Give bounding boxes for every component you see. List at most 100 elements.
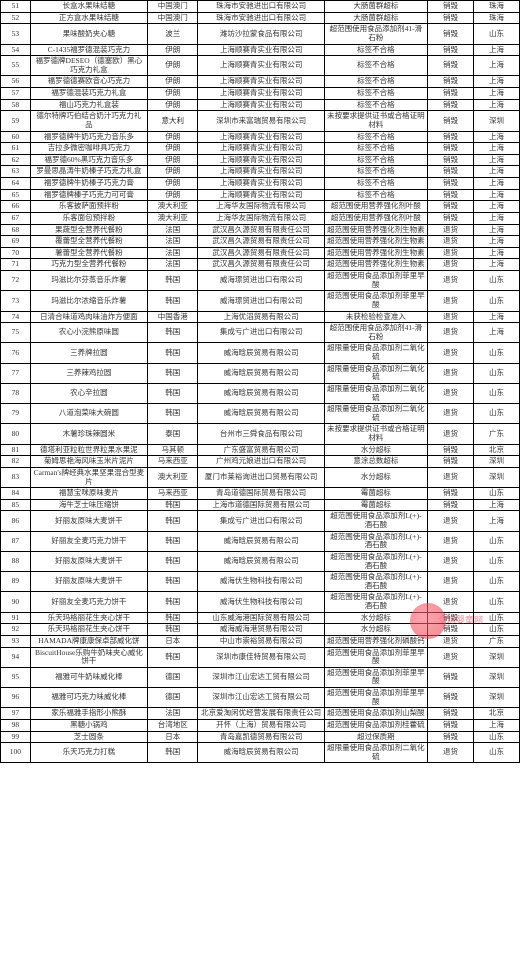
cell-reason: 未按要求提供证书或合格证明材料 bbox=[324, 424, 427, 444]
cell-name: 长盒水果味结糖 bbox=[30, 1, 147, 13]
table-row: 63罗曼思晶涛牛奶榛子巧克力礼盒伊朗上海顺赛青实业有限公司标签不合格销毁上海 bbox=[1, 166, 520, 178]
cell-idx: 74 bbox=[1, 311, 31, 323]
cell-idx: 72 bbox=[1, 271, 31, 291]
cell-reason: 霉菌超标 bbox=[324, 499, 427, 511]
cell-importer: 上海优滔贸易有限公司 bbox=[198, 311, 324, 323]
cell-name: 乐天玛格丽花生夹心饼干 bbox=[30, 624, 147, 636]
table-row: 81德塔利亚粒粒世界粒果水果泥马其顿广东盛富贸易有限公司水分超标销毁北京 bbox=[1, 444, 520, 456]
cell-port: 山东 bbox=[474, 488, 520, 500]
cell-action: 退货 bbox=[428, 247, 474, 259]
cell-port: 北京 bbox=[474, 708, 520, 720]
cell-importer: 珠海市安驰进出口有限公司 bbox=[198, 12, 324, 24]
cell-origin: 伊朗 bbox=[147, 178, 198, 190]
cell-action: 销毁 bbox=[428, 143, 474, 155]
cell-reason: 标签不合格 bbox=[324, 88, 427, 100]
table-row: 64福罗德牌牛奶榛子巧克力膏伊朗上海顺赛青实业有限公司标签不合格销毁上海 bbox=[1, 178, 520, 190]
cell-idx: 67 bbox=[1, 212, 31, 224]
table-row: 54C-1435福罗德混装巧克力伊朗上海顺赛青实业有限公司标签不合格销毁上海 bbox=[1, 44, 520, 56]
cell-idx: 78 bbox=[1, 383, 31, 403]
cell-origin: 韩国 bbox=[147, 383, 198, 403]
cell-reason: 超范围使用营养强化剂生物素 bbox=[324, 247, 427, 259]
table-row: 51长盒水果味结糖中国澳门珠海市安驰进出口有限公司大肠菌群超标销毁珠海 bbox=[1, 1, 520, 13]
cell-port: 上海 bbox=[474, 259, 520, 271]
table-row: 86好丽友原味大麦饼干韩国集成亏广进出口有限公司超范围使用食品添加剂L(+)-酒… bbox=[1, 511, 520, 531]
cell-origin: 韩国 bbox=[147, 647, 198, 667]
cell-origin: 韩国 bbox=[147, 499, 198, 511]
cell-name: 日清合味道鸡肉味油炸方便面 bbox=[30, 311, 147, 323]
cell-name: 果蔬型全营养代餐粉 bbox=[30, 224, 147, 236]
cell-origin: 法国 bbox=[147, 224, 198, 236]
cell-reason: 超限量使用食品添加剂二氧化硫 bbox=[324, 343, 427, 363]
table-row: 83Carman's牌经典水果坚果混合型麦片澳大利亚厦门市莱裕询进出口贸易有限公… bbox=[1, 467, 520, 487]
table-row: 59德尔特牌巧伯结合奶汁巧克力礼品意大利深圳市来富瑞贸易有限公司未按要求提供证书… bbox=[1, 111, 520, 131]
cell-importer: 威海晗辰贸易有限公司 bbox=[198, 551, 324, 571]
table-row: 73玛滋比尔浓缩音乐炸薯韩国威海璟贸进出口有限公司超范围使用食品添加剂菲里早酸退… bbox=[1, 291, 520, 311]
cell-reason: 超范围使用营养强化剂叶酸 bbox=[324, 212, 427, 224]
cell-name: 玛滋比尔芬蒸音乐炸薯 bbox=[30, 271, 147, 291]
cell-port: 上海 bbox=[474, 311, 520, 323]
cell-port: 上海 bbox=[474, 56, 520, 76]
cell-name: 农心辛拉圆 bbox=[30, 383, 147, 403]
cell-importer: 深圳市江山宏达工贸有限公司 bbox=[198, 667, 324, 687]
cell-name: 果味酸奶夹心糖 bbox=[30, 24, 147, 44]
cell-origin: 日本 bbox=[147, 635, 198, 647]
cell-importer: 集成亏广进出口有限公司 bbox=[198, 323, 324, 343]
table-row: 80木薯珍珠辣圆米泰国台州市三舜食品有限公司未按要求提供证书或合格证明材料退货广… bbox=[1, 424, 520, 444]
cell-reason: 标签不合格 bbox=[324, 131, 427, 143]
cell-origin: 澳大利亚 bbox=[147, 212, 198, 224]
cell-reason: 超范围使用营养强化剂磷酸钙 bbox=[324, 635, 427, 647]
cell-origin: 韩国 bbox=[147, 404, 198, 424]
cell-name: 好丽友原味大麦饼干 bbox=[30, 551, 147, 571]
cell-origin: 中国澳门 bbox=[147, 12, 198, 24]
cell-idx: 69 bbox=[1, 236, 31, 248]
table-row: 56福罗德德赛欧音心巧克力伊朗上海顺赛青实业有限公司标签不合格销毁上海 bbox=[1, 76, 520, 88]
cell-importer: 北京爱淘闲优经营发展有限责任公司 bbox=[198, 708, 324, 720]
cell-origin: 韩国 bbox=[147, 323, 198, 343]
cell-reason: 超限量使用食品添加剂二氧化硫 bbox=[324, 363, 427, 383]
cell-reason: 超范围使用营养强化剂叶酸 bbox=[324, 201, 427, 213]
cell-importer: 上海顺赛青实业有限公司 bbox=[198, 76, 324, 88]
cell-reason: 超范围使用食品添加剂山梨酸 bbox=[324, 708, 427, 720]
cell-name: 海牛芝士味压缩饼 bbox=[30, 499, 147, 511]
cell-port: 上海 bbox=[474, 143, 520, 155]
cell-port: 上海 bbox=[474, 212, 520, 224]
cell-importer: 武汉昌久源贸易有限责任公司 bbox=[198, 259, 324, 271]
cell-name: 八道泡菜味大碗圆 bbox=[30, 404, 147, 424]
cell-idx: 54 bbox=[1, 44, 31, 56]
cell-idx: 85 bbox=[1, 499, 31, 511]
cell-port: 深圳 bbox=[474, 111, 520, 131]
cell-idx: 66 bbox=[1, 201, 31, 213]
cell-action: 退货 bbox=[428, 383, 474, 403]
cell-reason: 超范围使用食品添加剂L(+)-酒石酸 bbox=[324, 531, 427, 551]
cell-origin: 台湾地区 bbox=[147, 719, 198, 731]
cell-idx: 90 bbox=[1, 592, 31, 612]
cell-action: 销毁 bbox=[428, 212, 474, 224]
cell-name: 三养牌拉圆 bbox=[30, 343, 147, 363]
table-row: 84福慧宝咪原味麦片马来西亚青岛道德国际贸易有限公司霉菌超标销毁山东 bbox=[1, 488, 520, 500]
cell-action: 退货 bbox=[428, 743, 474, 763]
cell-idx: 65 bbox=[1, 189, 31, 201]
cell-port: 珠海 bbox=[474, 12, 520, 24]
cell-importer: 上海顺赛青实业有限公司 bbox=[198, 154, 324, 166]
table-row: 76三养牌拉圆韩国威海晗辰贸易有限公司超限量使用食品添加剂二氧化硫退货山东 bbox=[1, 343, 520, 363]
cell-port: 上海 bbox=[474, 224, 520, 236]
cell-port: 上海 bbox=[474, 236, 520, 248]
cell-port: 上海 bbox=[474, 201, 520, 213]
cell-origin: 法国 bbox=[147, 247, 198, 259]
cell-port: 山东 bbox=[474, 343, 520, 363]
cell-action: 销毁 bbox=[428, 708, 474, 720]
cell-name: 福罗德牌牛奶榛子巧克力膏 bbox=[30, 178, 147, 190]
cell-reason: 超范围使用营养强化剂生物素 bbox=[324, 259, 427, 271]
table-row: 62福罗德60%黑巧克力音乐多伊朗上海顺赛青实业有限公司标签不合格销毁上海 bbox=[1, 154, 520, 166]
cell-importer: 上海市道德国际贸易有限公司 bbox=[198, 499, 324, 511]
cell-action: 退货 bbox=[428, 635, 474, 647]
cell-origin: 意大利 bbox=[147, 111, 198, 131]
cell-idx: 57 bbox=[1, 88, 31, 100]
cell-action: 销毁 bbox=[428, 731, 474, 743]
cell-name: 福雅可巧克力味威化棒 bbox=[30, 688, 147, 708]
cell-origin: 韩国 bbox=[147, 531, 198, 551]
cell-reason: 标签不合格 bbox=[324, 143, 427, 155]
cell-port: 广东 bbox=[474, 635, 520, 647]
table-row: 100乐天巧克力打糕韩国威海晗辰贸易有限公司超限量使用食品添加剂二氧化硫退货山东 bbox=[1, 743, 520, 763]
table-row: 58福山巧克力礼盒装伊朗上海顺赛青实业有限公司标签不合格销毁上海 bbox=[1, 99, 520, 111]
